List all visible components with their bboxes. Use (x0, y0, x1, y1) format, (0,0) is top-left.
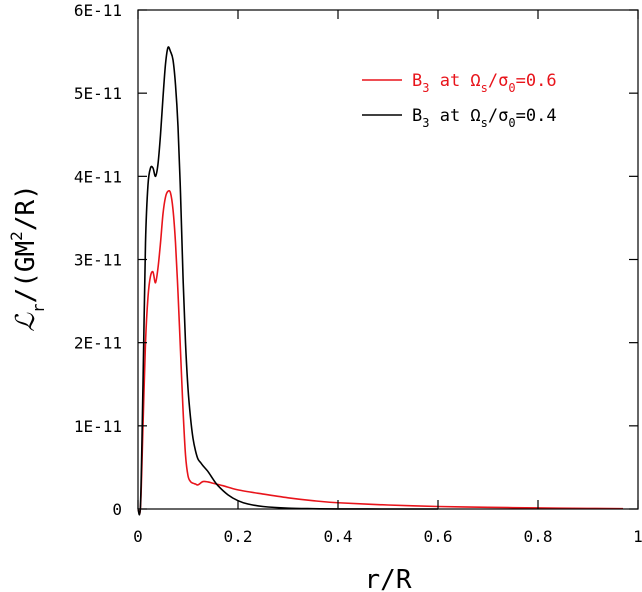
series-layer (137, 46, 624, 516)
y-tick-label-5: 5E-11 (74, 84, 122, 103)
x-tick-label-5: 1 (633, 527, 642, 546)
y-axis-title-end: /R) (11, 184, 41, 231)
x-tick-label-1: 0.2 (224, 527, 253, 546)
x-tick-label-2: 0.4 (324, 527, 353, 546)
y-tick-label-3: 3E-11 (74, 251, 122, 270)
x-tick-label-3: 0.6 (424, 527, 453, 546)
tick-layer (137, 9, 639, 510)
series-line-0 (137, 189, 624, 515)
y-axis-title: ℒr/(GM2/R) (7, 184, 48, 332)
x-axis-title: r/R (365, 565, 412, 592)
tick-label-layer: 0 0.2 0.4 0.6 0.8 1 0 1E-11 2E-11 3E-11 4E-11 5E-11… (74, 1, 642, 546)
series-line-1 (137, 46, 439, 516)
legend-label-black: B3 at Ωs/σ0=0.4 (412, 106, 557, 130)
y-axis-title-main: /(GM (11, 241, 41, 304)
legend: B3 at Ωs/σ0=0.6 B3 at Ωs/σ0=0.4 (362, 71, 557, 130)
y-tick-label-4: 4E-11 (74, 167, 122, 186)
legend-item-black: B3 at Ωs/σ0=0.4 (362, 106, 557, 130)
legend-item-red: B3 at Ωs/σ0=0.6 (362, 71, 557, 95)
legend-label-red: B3 at Ωs/σ0=0.6 (412, 71, 557, 95)
y-axis-title-superscript: 2 (7, 231, 26, 241)
x-tick-label-4: 0.8 (524, 527, 553, 546)
x-tick-label-0: 0 (133, 527, 143, 546)
y-tick-label-6: 6E-11 (74, 1, 122, 20)
y-axis-title-subscript: r (29, 303, 48, 313)
y-tick-label-1: 1E-11 (74, 417, 122, 436)
y-tick-label-2: 2E-11 (74, 334, 122, 353)
y-axis-title-script: ℒ (11, 312, 41, 332)
y-tick-label-0: 0 (112, 500, 122, 519)
